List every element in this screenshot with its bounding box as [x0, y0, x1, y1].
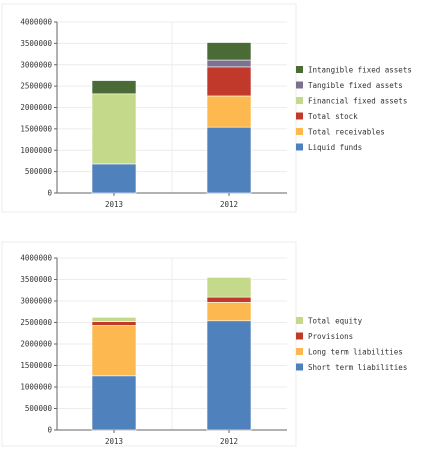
bar-segment: [206, 42, 252, 61]
y-tick-label: 3000000: [20, 297, 52, 306]
bar-segment: [91, 321, 137, 326]
bar-segment: [206, 59, 252, 68]
legend-swatch: [296, 363, 303, 371]
bar-segment: [206, 301, 252, 322]
legend-swatch: [296, 332, 303, 340]
bar-segment: [91, 375, 137, 431]
legend-label: Short term liabilities: [308, 363, 407, 372]
y-tick-label: 1500000: [20, 124, 52, 133]
y-tick-label: 3500000: [20, 275, 52, 284]
bar-segment: [91, 80, 137, 95]
bar-segment: [206, 66, 252, 97]
y-tick-label: 1000000: [20, 146, 52, 155]
y-tick-label: 4000000: [20, 254, 52, 263]
legend-label: Financial fixed assets: [308, 97, 407, 106]
bar-segment: [91, 325, 137, 377]
bar-segment: [91, 163, 137, 194]
legend-label: Tangible fixed assets: [308, 81, 403, 90]
x-tick-label: 2012: [220, 200, 238, 209]
legend-label: Provisions: [308, 332, 353, 341]
y-tick-label: 2500000: [20, 82, 52, 91]
legend-swatch: [296, 348, 303, 355]
bar-segment: [206, 277, 252, 298]
y-tick-label: 2000000: [20, 340, 52, 349]
y-tick-label: 0: [47, 189, 52, 198]
legend-label: Liquid funds: [308, 143, 362, 152]
y-tick-label: 0: [47, 426, 52, 435]
bar-segment: [206, 95, 252, 128]
legend-swatch: [296, 97, 303, 104]
y-tick-label: 4000000: [20, 18, 52, 27]
legend-swatch: [296, 112, 303, 120]
legend-label: Total stock: [308, 112, 358, 121]
x-tick-label: 2013: [105, 200, 123, 209]
legend-label: Long term liabilities: [308, 348, 403, 357]
x-tick-label: 2012: [220, 437, 238, 446]
y-tick-label: 500000: [25, 167, 53, 176]
bar-segment: [206, 320, 252, 431]
legend-swatch: [296, 81, 303, 89]
chart-panel-assets: 0 500000 1000000 1500000 2000000 2500000 30000…: [1, 3, 412, 213]
y-tick-label: 2000000: [20, 103, 52, 112]
bar-segment: [91, 93, 137, 165]
y-tick-label: 2500000: [20, 318, 52, 327]
y-tick-label: 1500000: [20, 361, 52, 370]
chart-panel-liabilities: 0 500000 1000000 1500000 2000000 2500000 30000…: [1, 241, 407, 447]
legend-label: Total equity: [308, 317, 363, 326]
legend-swatch: [296, 128, 303, 135]
legend-swatch: [296, 66, 303, 73]
y-tick-label: 3500000: [20, 39, 52, 48]
legend-swatch: [296, 317, 303, 324]
y-tick-label: 500000: [25, 404, 53, 413]
legend-label: Total receivables: [308, 128, 385, 137]
x-tick-label: 2013: [105, 437, 123, 446]
y-tick-label: 3000000: [20, 60, 52, 69]
bar-segment: [206, 126, 252, 194]
y-tick-label: 1000000: [20, 383, 52, 392]
legend-label: Intangible fixed assets: [308, 66, 412, 75]
bar-segment: [206, 296, 252, 303]
bar-segment: [91, 317, 137, 322]
legend-swatch: [296, 143, 303, 151]
